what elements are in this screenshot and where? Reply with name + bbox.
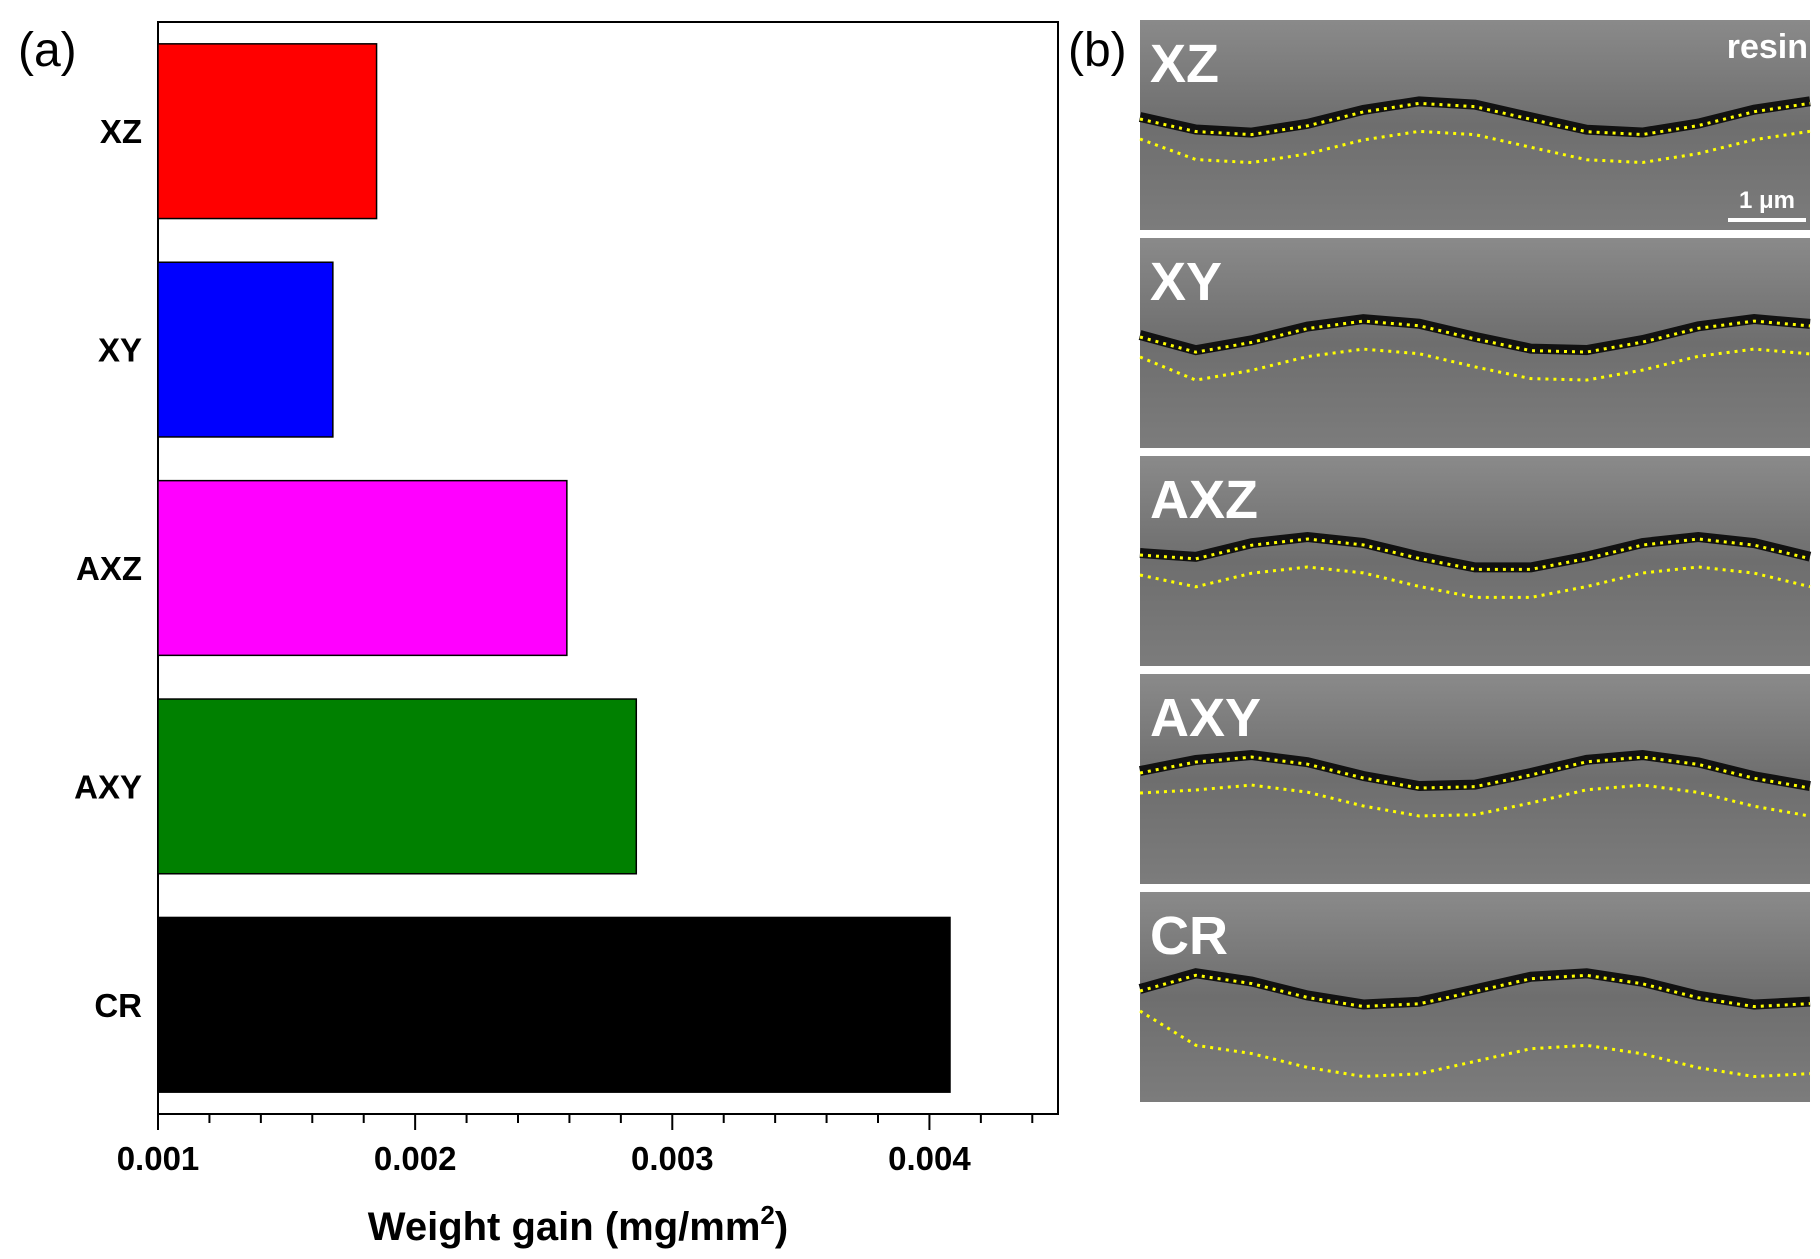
micrograph-image [1140, 674, 1810, 884]
bar-xz [157, 43, 378, 220]
bar-chart: XZ XY AXZ AXY CR 0.001 0.002 0.003 0.004 Weight… [74, 21, 1059, 1249]
scale-bar-label: 1 μm [1739, 187, 1795, 214]
crack-line [1138, 96, 1811, 138]
micrograph-label-xy: XY [1150, 252, 1222, 312]
category-label-cr: CR [94, 987, 142, 1024]
oxide-upper-boundary [1139, 319, 1811, 354]
crack-line [1139, 750, 1811, 792]
bar-xy [157, 261, 334, 438]
panel-a-label: (a) [18, 24, 77, 77]
oxide-lower-boundary [1139, 565, 1811, 599]
crack-line [1138, 314, 1811, 356]
micrograph-axz: AXZ [1139, 456, 1812, 666]
micrograph-image [1140, 456, 1810, 666]
x-tick-label: 0.002 [374, 1140, 457, 1177]
category-label-xz: XZ [100, 113, 142, 150]
bar-axz [157, 479, 568, 657]
micrograph-label-axy: AXY [1150, 688, 1261, 748]
micrograph-xy: XY [1138, 238, 1811, 448]
micrograph-label-axz: AXZ [1150, 470, 1258, 530]
x-tick-label: 0.003 [631, 1140, 714, 1177]
oxide-upper-boundary [1139, 537, 1811, 571]
bar-cr [157, 916, 951, 1093]
micrograph-label-cr: CR [1150, 906, 1228, 966]
category-label-xy: XY [98, 332, 142, 369]
oxide-upper-boundary [1139, 755, 1811, 790]
crack-line [1139, 531, 1812, 573]
oxide-lower-boundary [1139, 783, 1811, 818]
micrograph-stack: XZ XY AXZ AXY CR resin 1 μm [1138, 20, 1812, 1102]
oxide-lower-boundary [1139, 1009, 1811, 1079]
micrograph-cr: CR [1138, 892, 1811, 1102]
micrograph-axy: AXY [1139, 674, 1811, 884]
category-label-axy: AXY [74, 768, 142, 805]
oxide-lower-boundary [1139, 129, 1811, 165]
category-label-axz: AXZ [76, 550, 142, 587]
micrograph-xz: XZ [1138, 20, 1811, 230]
bar-axy [157, 698, 638, 875]
oxide-lower-boundary [1139, 347, 1811, 382]
crack-line [1138, 968, 1811, 1010]
panel-b-label: (b) [1068, 24, 1127, 77]
x-tick-label: 0.001 [117, 1140, 200, 1177]
oxide-upper-boundary [1139, 101, 1811, 137]
oxide-upper-boundary [1139, 973, 1811, 1009]
micrograph-label-xz: XZ [1150, 34, 1219, 94]
x-axis-title: Weight gain (mg/mm2) [368, 1200, 788, 1249]
x-tick-label: 0.004 [888, 1140, 971, 1177]
resin-label: resin [1727, 28, 1808, 66]
